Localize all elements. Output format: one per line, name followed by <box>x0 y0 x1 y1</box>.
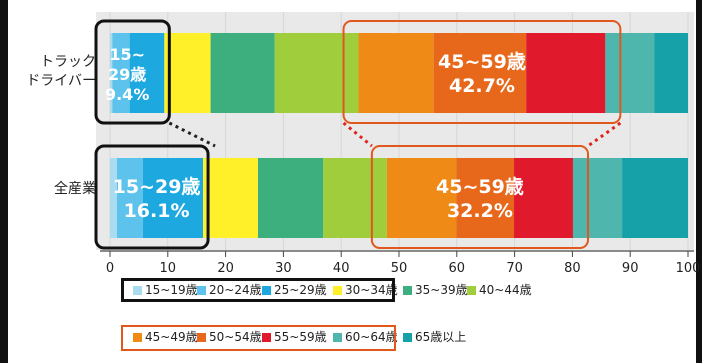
legend-item-50~54歳: 50~54歳 <box>197 329 262 345</box>
x-tick-label: 90 <box>622 261 639 276</box>
bar-segment-50~54歳 <box>456 158 515 238</box>
annotation-text: 16.1% <box>124 200 190 222</box>
legend-swatch <box>262 286 271 295</box>
legend-swatch <box>133 286 142 295</box>
bar-segment-65歳以上 <box>654 33 688 113</box>
bar-segment-25~29歳 <box>142 158 204 238</box>
bar-segment-50~54歳 <box>433 33 527 113</box>
bar-segment-65歳以上 <box>622 158 688 238</box>
legend-label: 45~49歳 <box>145 330 198 344</box>
legend-swatch <box>467 286 476 295</box>
x-tick-label: 80 <box>564 261 581 276</box>
legend-label: 50~54歳 <box>209 330 262 344</box>
bar-segment-55~59歳 <box>514 158 573 238</box>
x-tick-label: 100 <box>676 261 701 276</box>
legend-item-30~34歳: 30~34歳 <box>333 282 398 298</box>
connector-dotted-middle-right <box>587 121 622 148</box>
legend-label: 40~44歳 <box>479 283 532 297</box>
bar-segment-55~59歳 <box>526 33 606 113</box>
legend-item-45~49歳: 45~49歳 <box>133 329 198 345</box>
bar-segment-40~44歳 <box>323 158 387 238</box>
x-tick-label: 50 <box>391 261 408 276</box>
legend-item-55~59歳: 55~59歳 <box>262 329 327 345</box>
row-label-truck-line1: トラック <box>40 54 96 70</box>
row-label-truck-driver: トラック ドライバー <box>14 53 96 91</box>
legend-label: 65歳以上 <box>415 330 467 344</box>
bar-segment-45~49歳 <box>386 158 457 238</box>
legend-swatch <box>133 333 142 342</box>
highlight-box-45~59-0 <box>342 20 622 124</box>
legend-item-65歳以上: 65歳以上 <box>403 329 466 345</box>
x-tick-label: 0 <box>106 261 114 276</box>
legend-label: 15~19歳 <box>145 283 198 297</box>
legend-swatch <box>333 333 342 342</box>
bar-segment-35~39歳 <box>257 158 324 238</box>
x-tick-label: 10 <box>160 261 177 276</box>
legend-item-40~44歳: 40~44歳 <box>467 282 532 298</box>
legend-swatch <box>333 286 342 295</box>
legend-box-young <box>121 278 395 302</box>
bar-segment-30~34歳 <box>203 158 258 238</box>
highlight-box-15~29-1 <box>94 144 210 250</box>
legend-label: 55~59歳 <box>274 330 327 344</box>
bar-segment-40~44歳 <box>274 33 359 113</box>
annotation-text: 15~29歳 <box>113 176 201 198</box>
x-tick-label: 70 <box>506 261 523 276</box>
legend-swatch <box>197 286 206 295</box>
annotation-text: 15~ <box>109 45 145 64</box>
legend-label: 60~64歳 <box>345 330 398 344</box>
legend-swatch <box>197 333 206 342</box>
legend-swatch <box>403 286 412 295</box>
legend-item-25~29歳: 25~29歳 <box>262 282 327 298</box>
annotation-text: 45~59歳 <box>438 51 526 73</box>
legend-label: 20~24歳 <box>209 283 262 297</box>
bar-segment-45~49歳 <box>358 33 434 113</box>
x-tick-label: 40 <box>333 261 350 276</box>
bar-segment-60~64歳 <box>605 33 655 113</box>
highlight-box-15~29-0 <box>94 19 171 125</box>
row-label-all-line1: 全産業 <box>54 181 96 197</box>
legend-box-middle <box>121 325 396 351</box>
bar-segment-30~34歳 <box>164 33 211 113</box>
legend-swatch <box>403 333 412 342</box>
bars-layer <box>109 12 689 250</box>
x-tick-label: 20 <box>217 261 234 276</box>
legend-label: 30~34歳 <box>345 283 398 297</box>
annotation-text: 29歳 <box>108 65 146 84</box>
legend-item-20~24歳: 20~24歳 <box>197 282 262 298</box>
x-tick-label: 30 <box>275 261 292 276</box>
bar-segment-60~64歳 <box>572 158 623 238</box>
bar-segment-35~39歳 <box>210 33 275 113</box>
connector-dotted-young <box>168 121 216 148</box>
annotation-text: 32.2% <box>447 200 513 222</box>
annotation-text: 9.4% <box>105 85 149 104</box>
row-label-all-industries: 全産業 <box>14 180 96 199</box>
row-label-truck-line2: ドライバー <box>26 73 96 89</box>
legend-item-35~39歳: 35~39歳 <box>403 282 468 298</box>
annotations-layer: 15~29歳9.4%45~59歳42.7%15~29歳16.1%45~59歳32… <box>94 19 622 250</box>
bar-segment-25~29歳 <box>129 33 165 113</box>
bar-segment-20~24歳 <box>116 158 143 238</box>
highlight-box-45~59-1 <box>370 145 589 249</box>
legend-item-15~19歳: 15~19歳 <box>133 282 198 298</box>
legend-item-60~64歳: 60~64歳 <box>333 329 398 345</box>
annotation-text: 42.7% <box>449 75 515 97</box>
bar-segment-20~24歳 <box>112 33 130 113</box>
bar-segment-15~19歳 <box>110 158 117 238</box>
bar-segment-15~19歳 <box>110 33 113 113</box>
legend-swatch <box>262 333 271 342</box>
legend-label: 25~29歳 <box>274 283 327 297</box>
x-tick-label: 60 <box>449 261 466 276</box>
x-ticks-layer: 0 10 20 30 40 50 60 70 80 90 100 <box>100 250 701 276</box>
connector-dotted-middle-left <box>342 121 373 148</box>
legend-label: 35~39歳 <box>415 283 468 297</box>
annotation-text: 45~59歳 <box>436 176 524 198</box>
